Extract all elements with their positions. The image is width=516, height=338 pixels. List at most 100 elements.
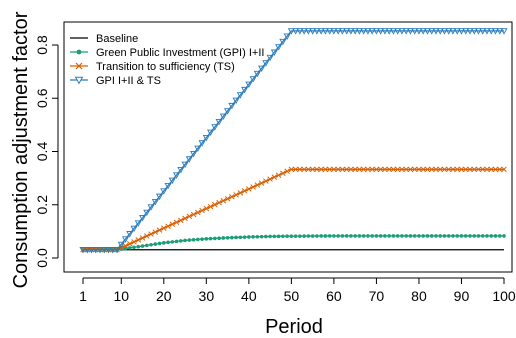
series-line bbox=[83, 168, 504, 251]
data-point bbox=[132, 245, 136, 250]
data-point bbox=[230, 235, 234, 240]
legend-item: Baseline bbox=[70, 33, 138, 45]
data-point bbox=[249, 76, 257, 83]
data-point bbox=[441, 166, 448, 173]
data-point bbox=[318, 166, 324, 173]
data-point bbox=[364, 28, 372, 35]
data-point bbox=[195, 209, 201, 216]
data-point bbox=[186, 213, 193, 220]
data-point bbox=[433, 166, 439, 173]
data-point bbox=[140, 244, 145, 248]
data-point bbox=[178, 217, 184, 224]
data-point bbox=[338, 28, 346, 35]
data-point bbox=[182, 215, 188, 222]
data-point bbox=[135, 237, 142, 243]
data-point bbox=[157, 241, 162, 246]
data-point bbox=[381, 28, 389, 35]
data-point bbox=[321, 28, 329, 35]
data-point bbox=[161, 241, 166, 245]
series-layer bbox=[79, 28, 508, 254]
x-axis-title: Period bbox=[265, 316, 323, 338]
data-point bbox=[155, 193, 164, 201]
data-point bbox=[281, 234, 285, 239]
data-point bbox=[400, 234, 404, 238]
data-point bbox=[326, 166, 333, 173]
data-point bbox=[246, 186, 252, 192]
data-point bbox=[404, 234, 408, 238]
data-point bbox=[149, 242, 153, 247]
data-point bbox=[127, 246, 132, 250]
data-point bbox=[199, 207, 205, 214]
data-point bbox=[202, 134, 210, 142]
data-point bbox=[263, 178, 269, 184]
data-point bbox=[313, 28, 321, 35]
data-point bbox=[254, 182, 261, 188]
x-tick-label: 30 bbox=[199, 288, 215, 304]
data-point bbox=[79, 247, 87, 254]
data-point bbox=[310, 234, 315, 238]
data-point bbox=[468, 234, 472, 238]
data-point bbox=[377, 166, 384, 173]
data-point bbox=[416, 166, 422, 173]
legend-marker bbox=[75, 62, 83, 70]
data-point bbox=[488, 166, 494, 173]
data-point bbox=[221, 236, 226, 240]
data-point bbox=[121, 236, 130, 243]
data-point bbox=[215, 118, 223, 126]
data-point bbox=[309, 166, 316, 173]
data-point bbox=[207, 203, 214, 210]
data-point bbox=[247, 235, 251, 239]
data-point bbox=[378, 234, 383, 238]
data-point bbox=[179, 239, 183, 243]
data-point bbox=[164, 183, 172, 190]
data-point bbox=[315, 234, 319, 238]
data-point bbox=[357, 234, 362, 238]
data-point bbox=[170, 240, 175, 244]
data-point bbox=[302, 234, 306, 238]
data-point bbox=[428, 166, 435, 173]
data-point bbox=[287, 28, 295, 35]
data-point bbox=[190, 150, 198, 158]
data-point bbox=[280, 170, 286, 177]
data-point bbox=[219, 113, 227, 121]
x-tick-label: 100 bbox=[492, 288, 516, 304]
data-point bbox=[172, 172, 181, 179]
series-transition-to-sufficiency-ts bbox=[80, 166, 507, 253]
data-point bbox=[127, 241, 133, 247]
data-point bbox=[347, 28, 355, 35]
data-point bbox=[454, 166, 460, 173]
data-point bbox=[382, 166, 388, 173]
data-point bbox=[399, 166, 405, 173]
data-point bbox=[463, 234, 468, 238]
data-point bbox=[438, 234, 443, 238]
data-point bbox=[208, 236, 213, 241]
data-point bbox=[467, 166, 473, 173]
data-point bbox=[491, 28, 500, 35]
data-point bbox=[353, 234, 357, 238]
data-point bbox=[250, 184, 256, 190]
data-point bbox=[425, 234, 430, 238]
y-tick-label: 0.2 bbox=[34, 195, 50, 215]
data-point bbox=[317, 28, 325, 35]
data-point bbox=[293, 234, 298, 238]
data-point bbox=[394, 28, 402, 35]
data-point bbox=[305, 166, 312, 173]
data-point bbox=[432, 28, 440, 35]
data-point bbox=[117, 241, 125, 249]
data-point bbox=[445, 166, 452, 173]
data-point bbox=[344, 234, 349, 238]
data-point bbox=[267, 176, 273, 182]
data-point bbox=[255, 234, 260, 239]
data-point bbox=[276, 234, 281, 239]
data-point bbox=[288, 166, 295, 173]
data-point bbox=[123, 246, 128, 251]
data-point bbox=[340, 234, 345, 238]
legend-label: Green Public Investment (GPI) I+II bbox=[96, 47, 264, 59]
data-point bbox=[411, 28, 419, 35]
data-point bbox=[361, 234, 366, 238]
data-point bbox=[284, 168, 290, 175]
data-point bbox=[109, 247, 117, 254]
data-point bbox=[485, 234, 489, 238]
data-point bbox=[474, 28, 483, 35]
data-point bbox=[351, 28, 359, 35]
